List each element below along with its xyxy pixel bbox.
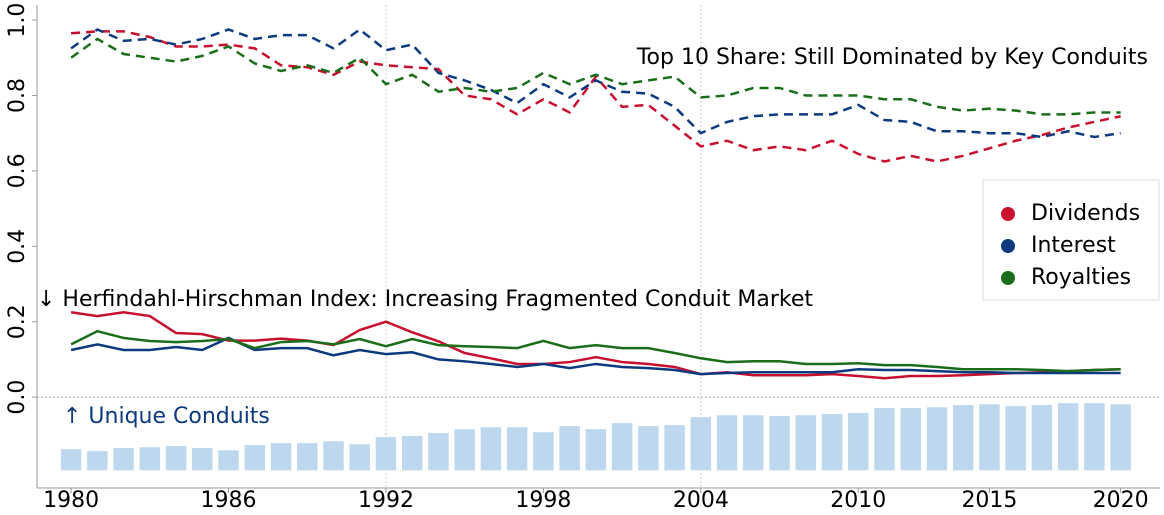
bar xyxy=(1057,403,1079,471)
y-tick-label: 0.8 xyxy=(5,78,30,113)
bar xyxy=(375,437,397,471)
legend-label: Interest xyxy=(1031,233,1116,258)
bar xyxy=(1005,406,1026,471)
bar xyxy=(192,448,213,471)
legend-marker xyxy=(1001,239,1015,253)
y-tick-label: 1.0 xyxy=(5,3,30,38)
top10-line xyxy=(70,27,1121,139)
bar xyxy=(716,415,738,471)
legend-label: Royalties xyxy=(1031,265,1131,290)
y-tick-label: 0.0 xyxy=(5,380,30,415)
bar xyxy=(139,447,161,471)
bar xyxy=(638,426,659,471)
x-tick-label: 1998 xyxy=(515,488,571,513)
bar xyxy=(60,449,82,471)
bar xyxy=(270,443,292,471)
bar xyxy=(585,429,607,471)
bar xyxy=(664,425,685,471)
x-tick-label: 2020 xyxy=(1093,488,1149,513)
bar xyxy=(979,404,1000,471)
bar xyxy=(821,414,843,471)
legend-label: Dividends xyxy=(1031,201,1140,226)
bar xyxy=(165,446,187,471)
bar xyxy=(87,451,108,471)
x-tick-label: 1992 xyxy=(358,488,414,513)
x-tick-label: 2015 xyxy=(961,488,1017,513)
x-tick-label: 2010 xyxy=(830,488,886,513)
bar xyxy=(297,443,318,471)
bar xyxy=(559,426,580,471)
bar xyxy=(480,427,502,471)
bar xyxy=(349,444,370,471)
legend-marker xyxy=(1001,207,1015,221)
bar xyxy=(769,415,790,471)
bar xyxy=(1084,403,1105,471)
bar xyxy=(900,408,921,471)
bar xyxy=(428,432,449,471)
bar xyxy=(874,408,895,471)
annotation: Top 10 Share: Still Dominated by Key Con… xyxy=(636,45,1148,70)
bar xyxy=(323,441,344,471)
bar xyxy=(533,432,554,471)
hhi-line xyxy=(70,311,1121,380)
bar xyxy=(506,427,528,471)
bar xyxy=(244,445,266,471)
top10-line xyxy=(71,30,1121,163)
hhi-line xyxy=(70,329,1121,373)
y-tick-label: 0.2 xyxy=(5,304,30,339)
bar xyxy=(926,407,948,471)
bar xyxy=(743,415,764,471)
y-tick-label: 0.4 xyxy=(5,229,30,264)
annotation: ↓ Herfindahl-Hirschman Index: Increasing… xyxy=(37,287,813,312)
x-tick-label: 1980 xyxy=(43,488,99,513)
bar xyxy=(952,405,974,471)
bar xyxy=(690,417,712,471)
top10-line xyxy=(70,37,1121,116)
bar xyxy=(113,448,134,471)
bar xyxy=(795,415,817,471)
bar xyxy=(401,435,423,471)
bar xyxy=(218,450,239,471)
bar xyxy=(1031,405,1053,471)
bar xyxy=(454,429,475,471)
x-tick-label: 1986 xyxy=(201,488,257,513)
annotation: ↑ Unique Conduits xyxy=(63,404,270,429)
x-tick-label: 2004 xyxy=(673,488,729,513)
bar xyxy=(611,423,633,471)
y-tick-label: 0.6 xyxy=(5,153,30,188)
legend-marker xyxy=(1001,271,1015,285)
bar xyxy=(1110,404,1131,471)
bar xyxy=(848,412,869,471)
